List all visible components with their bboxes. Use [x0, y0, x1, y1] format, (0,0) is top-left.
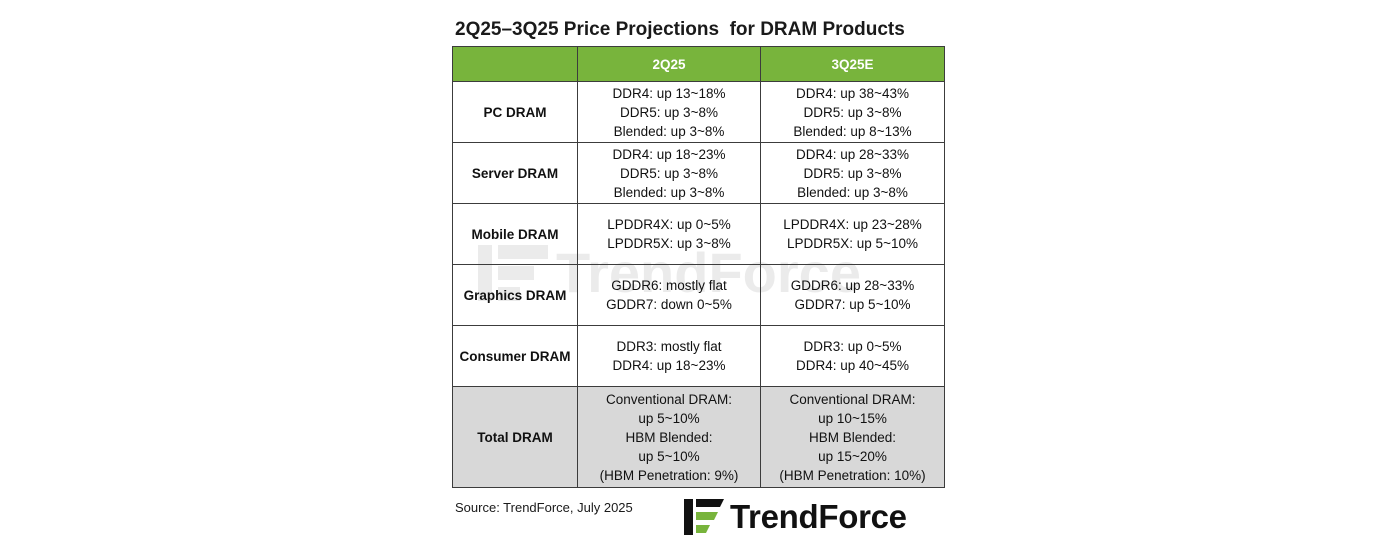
price-table: 2Q25 3Q25E PC DRAM DDR4: up 13~18% DDR5: u… — [452, 46, 945, 488]
q2-cell-line: DDR3: mostly flat — [616, 339, 722, 354]
price-table-wrapper: 2Q25 3Q25E PC DRAM DDR4: up 13~18% DDR5: u… — [452, 46, 945, 488]
q2-cell-line: GDDR7: down 0~5% — [606, 297, 732, 312]
header-blank — [452, 46, 578, 82]
q3-cell-line: LPDDR4X: up 23~28% — [783, 217, 922, 232]
category-cell: Mobile DRAM — [452, 203, 578, 265]
q2-cell: LPDDR4X: up 0~5% LPDDR5X: up 3~8% — [577, 203, 761, 265]
q3-cell-line: LPDDR5X: up 5~10% — [787, 236, 918, 251]
trendforce-logo-icon — [684, 499, 724, 535]
table-row: Mobile DRAM LPDDR4X: up 0~5% LPDDR5X: up 3… — [452, 203, 945, 265]
total-q2-cell-line: (HBM Penetration: 9%) — [599, 467, 739, 483]
q2-cell: DDR3: mostly flat DDR4: up 18~23% — [577, 325, 761, 387]
q2-cell-line: GDDR6: mostly flat — [611, 278, 727, 293]
table-row: Graphics DRAM GDDR6: mostly flat GDDR7: do… — [452, 264, 945, 326]
source-note: Source: TrendForce, July 2025 — [455, 500, 633, 515]
q3-cell-line: DDR5: up 3~8% — [803, 104, 902, 120]
q2-cell-line: DDR5: up 3~8% — [620, 165, 718, 181]
q3-cell: DDR4: up 28~33% DDR5: up 3~8% Blended: up … — [760, 142, 945, 204]
total-q3-cell-line: Conventional DRAM: — [789, 391, 916, 407]
q2-cell-line: Blended: up 3~8% — [613, 123, 725, 139]
q3-cell-line: DDR4: up 40~45% — [796, 358, 909, 373]
table-row: PC DRAM DDR4: up 13~18% DDR5: up 3~8% Blend… — [452, 81, 945, 143]
category-cell: Consumer DRAM — [452, 325, 578, 387]
q3-cell: DDR3: up 0~5% DDR4: up 40~45% — [760, 325, 945, 387]
q3-cell-line: Blended: up 3~8% — [797, 184, 908, 200]
q3-cell: DDR4: up 38~43% DDR5: up 3~8% Blended: up … — [760, 81, 945, 143]
total-category-cell: Total DRAM — [452, 386, 578, 488]
q3-cell-line: DDR4: up 38~43% — [796, 85, 909, 101]
total-q2-cell-line: Conventional DRAM: — [605, 391, 733, 407]
total-q3-cell-line: (HBM Penetration: 10%) — [779, 467, 926, 483]
category-cell: Server DRAM — [452, 142, 578, 204]
page-title: 2Q25–3Q25 Price Projections for DRAM Pro… — [455, 19, 905, 40]
total-q2-cell-line: up 5~10% — [638, 448, 700, 464]
total-q2-cell-line: HBM Blended: — [625, 429, 713, 445]
total-row: Total DRAM Conventional DRAM: up 5~10% HBM … — [452, 386, 945, 488]
q2-cell-line: LPDDR4X: up 0~5% — [607, 217, 731, 232]
q2-cell-line: DDR4: up 13~18% — [612, 85, 726, 101]
total-q3-cell: Conventional DRAM: up 10~15% HBM Blended: u… — [760, 386, 945, 488]
q2-cell-line: DDR4: up 18~23% — [612, 358, 726, 373]
q2-cell: DDR4: up 13~18% DDR5: up 3~8% Blended: up … — [577, 81, 761, 143]
q3-cell-line: GDDR7: up 5~10% — [794, 297, 911, 312]
q3-cell-line: GDDR6: up 28~33% — [790, 278, 915, 293]
category-cell: Graphics DRAM — [452, 264, 578, 326]
total-q2-cell: Conventional DRAM: up 5~10% HBM Blended: up… — [577, 386, 761, 488]
q2-cell-line: LPDDR5X: up 3~8% — [607, 236, 731, 251]
q3-cell-line: DDR3: up 0~5% — [803, 339, 902, 354]
q3-cell: GDDR6: up 28~33% GDDR7: up 5~10% — [760, 264, 945, 326]
q3-cell-line: Blended: up 8~13% — [793, 123, 912, 139]
q2-cell-line: DDR5: up 3~8% — [620, 104, 718, 120]
header-3q25e: 3Q25E — [760, 46, 945, 82]
header-row: 2Q25 3Q25E — [452, 46, 945, 82]
total-q3-cell-line: up 15~20% — [818, 448, 887, 464]
logo-text: TrendForce — [730, 498, 907, 535]
total-q2-cell-line: up 5~10% — [638, 410, 700, 426]
q3-cell-line: DDR5: up 3~8% — [803, 165, 902, 181]
q2-cell-line: DDR4: up 18~23% — [612, 146, 726, 162]
category-cell: PC DRAM — [452, 81, 578, 143]
total-q3-cell-line: HBM Blended: — [808, 429, 897, 445]
table-row: Consumer DRAM DDR3: mostly flat DDR4: up 1… — [452, 325, 945, 387]
q3-cell: LPDDR4X: up 23~28% LPDDR5X: up 5~10% — [760, 203, 945, 265]
q2-cell: GDDR6: mostly flat GDDR7: down 0~5% — [577, 264, 761, 326]
q3-cell-line: DDR4: up 28~33% — [796, 146, 909, 162]
total-q3-cell-line: up 10~15% — [818, 410, 887, 426]
trendforce-logo: TrendForce — [684, 495, 907, 539]
q2-cell-line: Blended: up 3~8% — [613, 184, 725, 200]
table-row: Server DRAM DDR4: up 18~23% DDR5: up 3~8% B… — [452, 142, 945, 204]
q2-cell: DDR4: up 18~23% DDR5: up 3~8% Blended: up … — [577, 142, 761, 204]
header-2q25: 2Q25 — [577, 46, 761, 82]
